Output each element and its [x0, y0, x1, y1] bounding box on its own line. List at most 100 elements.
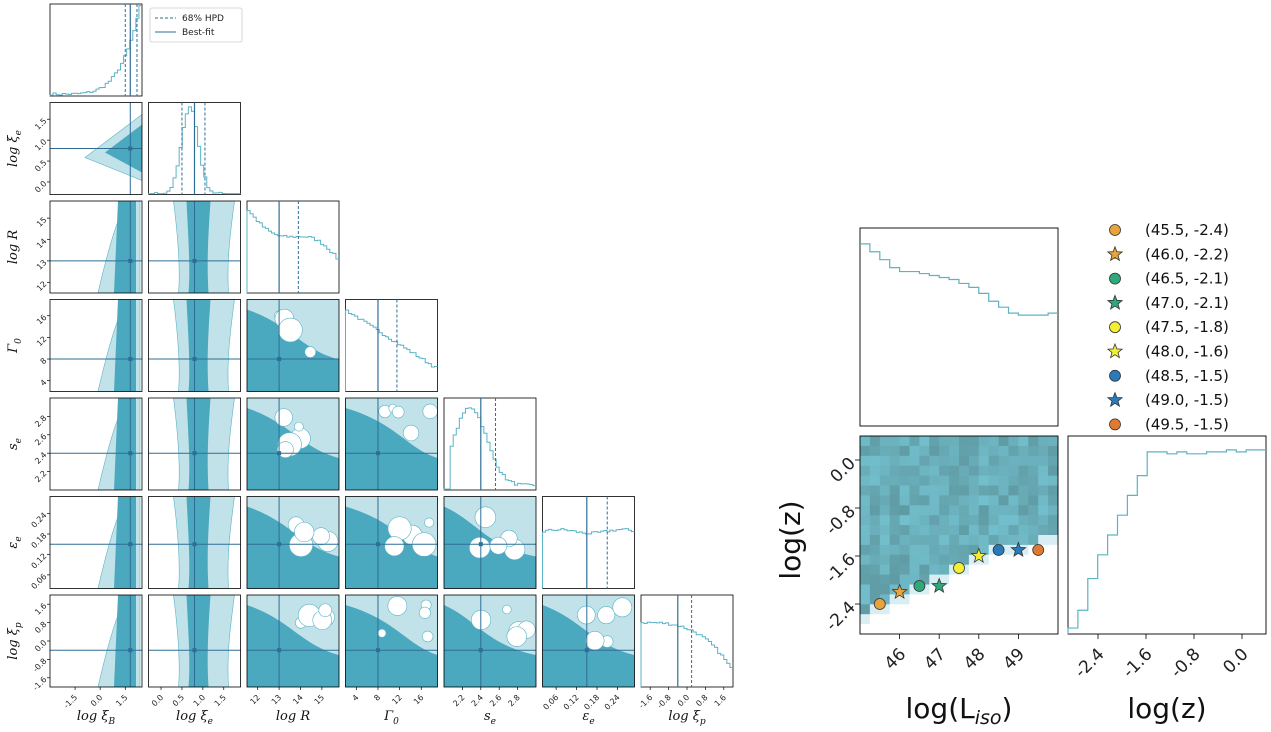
contour-hole [598, 606, 615, 623]
heat-cell [959, 545, 969, 555]
heat-cell [979, 515, 989, 525]
heat-cell [880, 495, 890, 505]
heat-cell [959, 495, 969, 505]
heat-cell [910, 604, 920, 614]
x-axis-label-ee: εe [582, 709, 594, 727]
heat-cell [900, 575, 910, 585]
legend-label-1: (46.0, -2.2) [1145, 245, 1229, 263]
heat-cell [1028, 495, 1038, 505]
heat-cell [939, 515, 949, 525]
heat-cell [979, 604, 989, 614]
contour-panel-xie-G0 [149, 300, 241, 392]
heat-cell [890, 495, 900, 505]
heat-cell [979, 436, 989, 446]
heat-cell [1048, 436, 1058, 446]
y-tick-label: 13 [35, 258, 49, 272]
heat-cell [969, 466, 979, 476]
contour-hole [378, 629, 386, 637]
heat-cell [860, 575, 870, 585]
y-tick-label: 8 [39, 356, 49, 366]
x-tick-label: 0.06 [541, 693, 560, 712]
heat-cell [860, 624, 870, 634]
label-main: log ξ [176, 709, 208, 724]
heat-cell [949, 495, 959, 505]
heat-cell [1048, 594, 1058, 604]
heat-cell [959, 436, 969, 446]
hist-frame [641, 595, 733, 687]
heat-cell [1009, 486, 1019, 496]
hist-panel-G0 [346, 300, 438, 392]
point-marker-2 [914, 581, 925, 592]
heat-cell [1048, 604, 1058, 614]
label-sub: 0 [14, 338, 24, 344]
heat-cell [919, 466, 929, 476]
heat-cell [1028, 436, 1038, 446]
heat-cell [929, 446, 939, 456]
heat-cell [1028, 575, 1038, 585]
heat-cell [900, 466, 910, 476]
heat-cell [969, 594, 979, 604]
legend-label-8: (49.5, -1.5) [1145, 415, 1229, 433]
x-axis-label-R-text: log R [276, 709, 310, 724]
x-axis-label-xip: log ξp [668, 709, 706, 727]
legend-label-3: (47.0, -2.1) [1145, 294, 1229, 312]
y-tick-label: 0.18 [30, 531, 49, 550]
x-tick-label: 12 [248, 693, 262, 707]
heat-cell [939, 476, 949, 486]
heat-cell [900, 535, 910, 545]
heat-cell [870, 545, 880, 555]
x-axis-label-xie: log ξe [176, 709, 213, 727]
heat-cell [1048, 486, 1058, 496]
heat-cell [979, 594, 989, 604]
y-axis-label-xip-text: log ξp [6, 622, 24, 660]
hist-panel-se [444, 398, 536, 490]
best-fit-marker [193, 451, 197, 455]
heat-cell [939, 525, 949, 535]
heat-cell [919, 436, 929, 446]
hist-frame [50, 4, 142, 96]
heat-x-tick-label: 49 [1000, 644, 1029, 673]
label-main: ε [6, 542, 21, 549]
heat-cell [870, 476, 880, 486]
heat-cell [939, 456, 949, 466]
legend-label-0: (45.5, -2.4) [1145, 221, 1229, 239]
heat-cell [880, 545, 890, 555]
heat-cell [890, 476, 900, 486]
heat-cell [979, 565, 989, 575]
heat-cell [959, 535, 969, 545]
heat-cell [870, 446, 880, 456]
x-tick-label: 0.8 [694, 693, 709, 708]
heat-cell [880, 476, 890, 486]
heat-cell [900, 476, 910, 486]
heat-cell [900, 624, 910, 634]
heat-cell [1028, 594, 1038, 604]
heat-cell [949, 466, 959, 476]
heat-cell [999, 594, 1009, 604]
heat-cell [900, 505, 910, 515]
hist-frame [247, 201, 339, 293]
heat-cell [979, 575, 989, 585]
heat-cell [910, 614, 920, 624]
heat-cell [949, 525, 959, 535]
heat-cell [880, 505, 890, 515]
heat-cell [999, 486, 1009, 496]
heat-cell [1018, 476, 1028, 486]
heat-cell [860, 436, 870, 446]
x-axis-label-xip-text: log ξp [668, 709, 706, 727]
heat-cell [919, 446, 929, 456]
label-part: ) [1002, 692, 1013, 725]
point-marker-4 [954, 563, 965, 574]
heat-cell [969, 476, 979, 486]
heat-cell [929, 466, 939, 476]
x-axis-label-G0-text: Γ0 [383, 709, 399, 727]
contour-layer [444, 497, 536, 589]
heat-cell [929, 604, 939, 614]
heat-cell [969, 604, 979, 614]
contour-layer [543, 595, 635, 687]
legend-label-4: (47.5, -1.8) [1145, 318, 1229, 336]
x-axis-label-se: se [484, 709, 496, 727]
heat-cell [989, 515, 999, 525]
heat-cell [1028, 535, 1038, 545]
heat-cell [1048, 555, 1058, 565]
heat-cell [969, 535, 979, 545]
